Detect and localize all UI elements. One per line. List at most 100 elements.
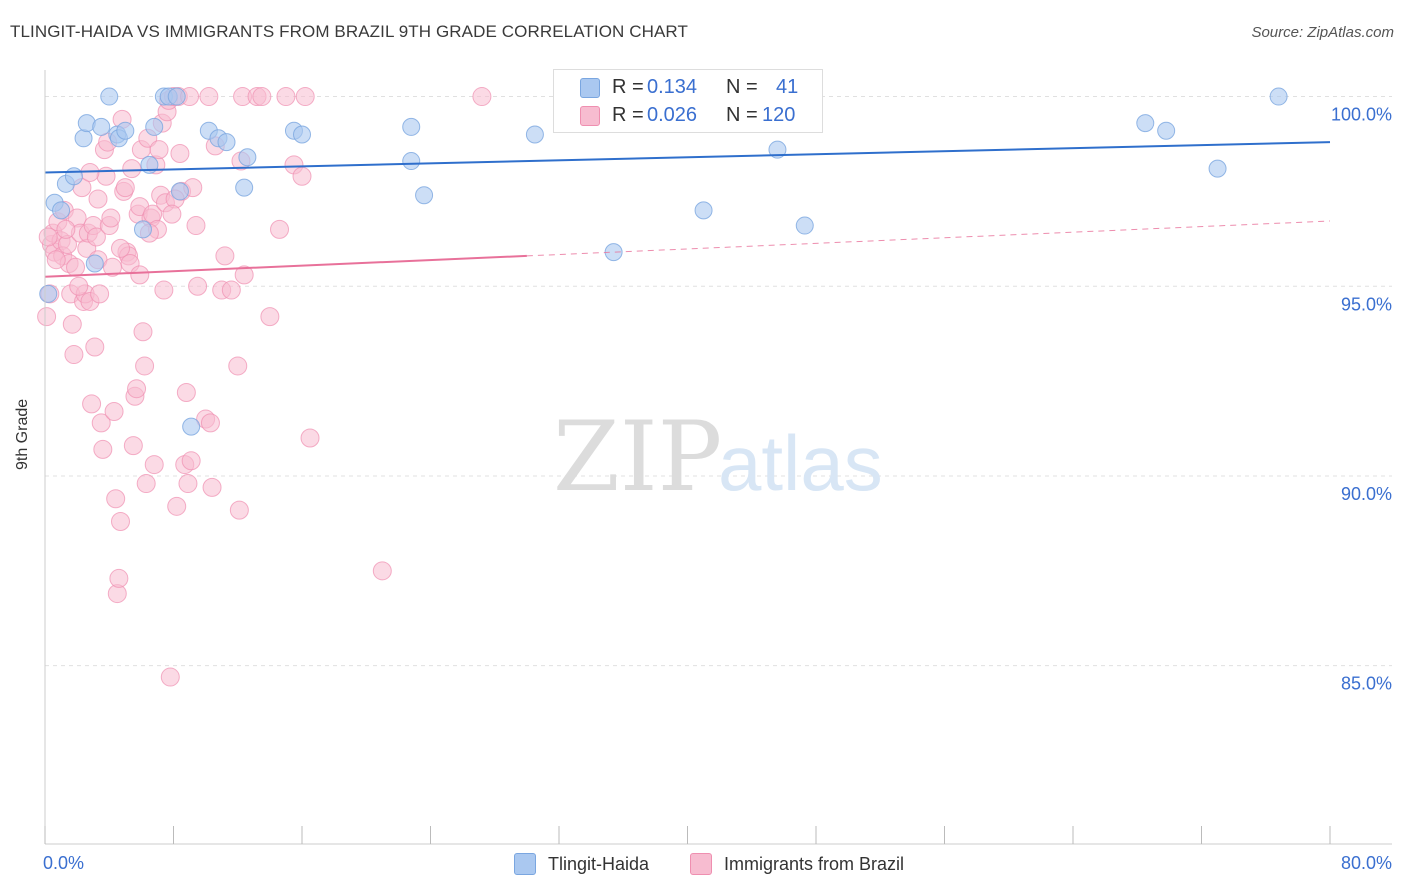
brazil-point xyxy=(90,284,110,304)
y-tick-label: 95.0% xyxy=(1341,294,1392,314)
tlingit-point xyxy=(64,167,83,186)
brazil-point xyxy=(252,87,272,107)
bottom-legend-swatch-pink xyxy=(690,853,712,875)
brazil-point xyxy=(160,667,180,687)
brazil-point xyxy=(221,280,241,300)
brazil-point xyxy=(37,307,57,327)
tlingit-point xyxy=(145,117,164,136)
brazil-point xyxy=(154,280,174,300)
legend-r-value: 0.134 xyxy=(647,75,698,98)
tlingit-point xyxy=(167,87,186,106)
brazil-point xyxy=(86,227,106,247)
brazil-point xyxy=(133,322,153,342)
legend-row-brazil: R = 0.026 N = 120 xyxy=(554,101,822,129)
brazil-point xyxy=(215,246,235,266)
watermark-atlas: atlas xyxy=(718,419,883,507)
axis-layer: 85.0% 90.0% 95.0% 100.0% 0.0% 80.0% xyxy=(43,70,1392,873)
tlingit-point xyxy=(415,186,434,205)
brazil-point xyxy=(178,474,198,494)
brazil-point xyxy=(199,87,219,107)
tlingit-point xyxy=(1269,87,1288,106)
brazil-point xyxy=(276,87,296,107)
brazil-trend-extension xyxy=(526,220,1331,257)
brazil-point xyxy=(93,439,113,459)
brazil-point xyxy=(295,87,315,107)
tlingit-point xyxy=(694,201,713,220)
x-tick-label-min: 0.0% xyxy=(43,853,84,873)
brazil-point xyxy=(69,276,89,296)
tlingit-trend-line xyxy=(44,141,1331,174)
bottom-legend-brazil: Immigrants from Brazil xyxy=(690,852,904,876)
brazil-point xyxy=(228,356,248,376)
brazil-point xyxy=(38,227,58,247)
brazil-point xyxy=(88,189,108,209)
brazil-point xyxy=(101,208,121,228)
legend-swatch-pink xyxy=(580,106,600,126)
y-tick-label: 90.0% xyxy=(1341,484,1392,504)
bottom-legend-swatch-blue xyxy=(514,853,536,875)
brazil-point xyxy=(188,276,208,296)
brazil-point xyxy=(82,394,102,414)
legend-swatch-blue xyxy=(580,78,600,98)
brazil-point xyxy=(292,166,312,186)
brazil-point xyxy=(162,204,182,224)
brazil-point xyxy=(135,356,155,376)
brazil-point xyxy=(472,87,492,107)
tlingit-point xyxy=(182,417,201,436)
y-tick-label: 85.0% xyxy=(1341,674,1392,694)
tlingit-point xyxy=(85,254,104,273)
y-tick-label: 100.0% xyxy=(1331,105,1392,125)
tlingit-point xyxy=(116,121,135,140)
tlingit-point xyxy=(768,140,787,159)
brazil-point xyxy=(104,401,124,421)
tlingit-point xyxy=(525,125,544,144)
brazil-point xyxy=(66,257,86,277)
brazil-point xyxy=(85,337,105,357)
tlingit-point xyxy=(52,201,71,220)
brazil-point xyxy=(170,143,190,163)
brazil-point xyxy=(56,219,76,239)
tlingit-point xyxy=(1208,159,1227,178)
brazil-point xyxy=(109,568,129,588)
stats-legend: R = 0.134 N = 41 R = 0.026 N = 120 xyxy=(553,69,823,133)
brazil-point xyxy=(136,474,156,494)
x-tick-label-max: 80.0% xyxy=(1341,853,1392,873)
brazil-point xyxy=(110,238,130,258)
legend-n-label: N = xyxy=(726,103,758,126)
tlingit-point xyxy=(1136,114,1155,133)
brazil-point xyxy=(200,413,220,433)
brazil-point xyxy=(181,451,201,471)
tlingit-point xyxy=(170,182,189,201)
brazil-point xyxy=(123,436,143,456)
brazil-point xyxy=(372,561,392,581)
tlingit-point xyxy=(238,148,257,167)
tlingit-point xyxy=(293,125,311,144)
brazil-point xyxy=(144,455,164,475)
points-layer xyxy=(37,87,1288,687)
tlingit-point xyxy=(92,117,111,136)
legend-n-value: 120 xyxy=(762,103,796,126)
brazil-point xyxy=(127,379,147,399)
brazil-point xyxy=(202,477,222,497)
brazil-point xyxy=(106,489,126,509)
bottom-legend-label-tlingit: Tlingit-Haida xyxy=(548,853,650,874)
legend-n-value: 41 xyxy=(776,75,799,98)
bottom-legend-tlingit: Tlingit-Haida xyxy=(514,852,649,876)
trend-layer xyxy=(44,141,1331,278)
tlingit-point xyxy=(217,133,236,152)
bottom-legend-label-brazil: Immigrants from Brazil xyxy=(724,853,905,874)
tlingit-point xyxy=(402,152,421,171)
tlingit-point xyxy=(74,129,93,148)
watermark-zip: ZIP xyxy=(553,401,722,513)
tlingit-point xyxy=(235,178,254,197)
brazil-point xyxy=(46,250,66,270)
chart-title: TLINGIT-HAIDA VS IMMIGRANTS FROM BRAZIL … xyxy=(10,22,688,41)
tlingit-point xyxy=(402,117,421,136)
tlingit-point xyxy=(1157,121,1176,140)
brazil-point xyxy=(64,345,84,365)
brazil-point xyxy=(300,428,320,448)
brazil-point xyxy=(130,265,150,285)
tlingit-point xyxy=(39,284,58,303)
legend-r-label: R = xyxy=(612,103,644,126)
